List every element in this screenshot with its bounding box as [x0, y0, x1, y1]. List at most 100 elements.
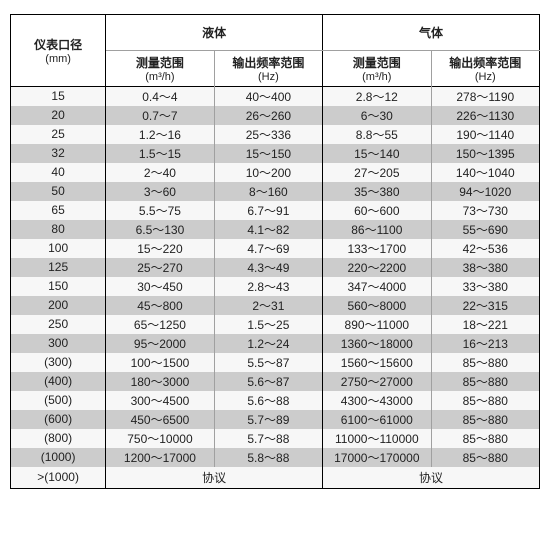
cell-liquid-range: 65～1250 — [106, 315, 214, 334]
table-row: 806.5～1304.1～8286～110055～690 — [11, 220, 540, 239]
cell-liquid-range: 1.5～15 — [106, 144, 214, 163]
group-liquid-header: 液体 — [106, 15, 323, 51]
table-row: 12525～2704.3～49220～220038～380 — [11, 258, 540, 277]
cell-liquid-range: 95～2000 — [106, 334, 214, 353]
table-body: 150.4～440～4002.8～12278～1190200.7～726～260… — [11, 87, 540, 489]
table-row: 200.7～726～2606～30226～1130 — [11, 106, 540, 125]
cell-gas-freq: 55～690 — [431, 220, 539, 239]
cell-gas-freq: 85～880 — [431, 372, 539, 391]
cell-liquid-freq: 1.2～24 — [214, 334, 322, 353]
table-row: (600)450～65005.7～896100～6100085～880 — [11, 410, 540, 429]
cell-diameter: 20 — [11, 106, 106, 125]
cell-liquid-range: 5.5～75 — [106, 201, 214, 220]
cell-diameter: 200 — [11, 296, 106, 315]
cell-gas-range: 27～205 — [323, 163, 431, 182]
cell-liquid-freq: 26～260 — [214, 106, 322, 125]
cell-gas-freq: 18～221 — [431, 315, 539, 334]
cell-liquid-freq: 5.7～88 — [214, 429, 322, 448]
cell-diameter: 50 — [11, 182, 106, 201]
cell-gas-freq: 85～880 — [431, 429, 539, 448]
table-row: 402～4010～20027～205140～1040 — [11, 163, 540, 182]
cell-diameter: 80 — [11, 220, 106, 239]
col-diameter-unit: (mm) — [11, 53, 105, 65]
cell-liquid-freq: 25～336 — [214, 125, 322, 144]
cell-gas-freq: 85～880 — [431, 391, 539, 410]
cell-gas-range: 11000～110000 — [323, 429, 431, 448]
cell-gas-range: 560～8000 — [323, 296, 431, 315]
cell-liquid-freq: 2.8～43 — [214, 277, 322, 296]
cell-liquid-range: 300～4500 — [106, 391, 214, 410]
cell-liquid-freq: 15～150 — [214, 144, 322, 163]
col-liquid-freq-header: 输出频率范围 (Hz) — [214, 51, 322, 87]
sub-freq-label: 输出频率范围 — [215, 54, 322, 71]
cell-gas-range: 17000～170000 — [323, 448, 431, 467]
cell-liquid-freq: 4.1～82 — [214, 220, 322, 239]
cell-liquid-range: 750～10000 — [106, 429, 214, 448]
cell-gas-freq: 33～380 — [431, 277, 539, 296]
cell-diameter: (600) — [11, 410, 106, 429]
cell-gas-freq: 22～315 — [431, 296, 539, 315]
cell-gas-range: 86～1100 — [323, 220, 431, 239]
sub-range-label: 测量范围 — [323, 54, 430, 71]
cell-liquid-freq: 5.6～88 — [214, 391, 322, 410]
cell-diameter: 32 — [11, 144, 106, 163]
cell-diameter: 15 — [11, 87, 106, 106]
sub-freq-label: 输出频率范围 — [432, 54, 539, 71]
cell-gas-freq: 85～880 — [431, 353, 539, 372]
table-row: (300)100～15005.5～871560～1560085～880 — [11, 353, 540, 372]
cell-gas-freq: 42～536 — [431, 239, 539, 258]
cell-liquid-merged: 协议 — [106, 467, 323, 489]
cell-liquid-range: 3～60 — [106, 182, 214, 201]
col-gas-freq-header: 输出频率范围 (Hz) — [431, 51, 539, 87]
table-row: (400)180～30005.6～872750～2700085～880 — [11, 372, 540, 391]
cell-gas-range: 6～30 — [323, 106, 431, 125]
cell-gas-freq: 38～380 — [431, 258, 539, 277]
cell-diameter: 250 — [11, 315, 106, 334]
table-row: (500)300～45005.6～884300～4300085～880 — [11, 391, 540, 410]
cell-diameter: (1000) — [11, 448, 106, 467]
table-footer-row: >(1000)协议协议 — [11, 467, 540, 489]
group-gas-header: 气体 — [323, 15, 540, 51]
col-gas-range-header: 测量范围 (m³/h) — [323, 51, 431, 87]
cell-gas-range: 347～4000 — [323, 277, 431, 296]
cell-liquid-freq: 2～31 — [214, 296, 322, 315]
cell-diameter: 25 — [11, 125, 106, 144]
table-row: 321.5～1515～15015～140150～1395 — [11, 144, 540, 163]
cell-diameter: 150 — [11, 277, 106, 296]
cell-liquid-freq: 5.8～88 — [214, 448, 322, 467]
cell-diameter: (800) — [11, 429, 106, 448]
cell-liquid-range: 15～220 — [106, 239, 214, 258]
table-row: 150.4～440～4002.8～12278～1190 — [11, 87, 540, 106]
cell-gas-range: 220～2200 — [323, 258, 431, 277]
cell-diameter: (300) — [11, 353, 106, 372]
col-liquid-range-header: 测量范围 (m³/h) — [106, 51, 214, 87]
cell-gas-range: 60～600 — [323, 201, 431, 220]
cell-diameter: 100 — [11, 239, 106, 258]
table-row: 15030～4502.8～43347～400033～380 — [11, 277, 540, 296]
cell-gas-range: 35～380 — [323, 182, 431, 201]
cell-gas-range: 2750～27000 — [323, 372, 431, 391]
cell-liquid-freq: 6.7～91 — [214, 201, 322, 220]
cell-gas-freq: 16～213 — [431, 334, 539, 353]
cell-liquid-freq: 8～160 — [214, 182, 322, 201]
cell-gas-freq: 226～1130 — [431, 106, 539, 125]
table-row: 503～608～16035～38094～1020 — [11, 182, 540, 201]
table-row: (800)750～100005.7～8811000～11000085～880 — [11, 429, 540, 448]
sub-range-label: 测量范围 — [106, 54, 213, 71]
cell-liquid-freq: 40～400 — [214, 87, 322, 106]
sub-freq-unit: (Hz) — [432, 71, 539, 83]
cell-liquid-range: 180～3000 — [106, 372, 214, 391]
cell-diameter: (500) — [11, 391, 106, 410]
col-diameter-label: 仪表口径 — [11, 36, 105, 53]
cell-gas-range: 4300～43000 — [323, 391, 431, 410]
cell-liquid-freq: 5.6～87 — [214, 372, 322, 391]
cell-diameter: >(1000) — [11, 467, 106, 489]
cell-liquid-freq: 4.3～49 — [214, 258, 322, 277]
table-header: 仪表口径 (mm) 液体 气体 测量范围 (m³/h) 输出频率范围 (Hz) … — [11, 15, 540, 87]
cell-diameter: (400) — [11, 372, 106, 391]
cell-gas-range: 133～1700 — [323, 239, 431, 258]
cell-liquid-range: 0.7～7 — [106, 106, 214, 125]
cell-gas-range: 1360～18000 — [323, 334, 431, 353]
cell-gas-freq: 85～880 — [431, 448, 539, 467]
cell-liquid-range: 45～800 — [106, 296, 214, 315]
